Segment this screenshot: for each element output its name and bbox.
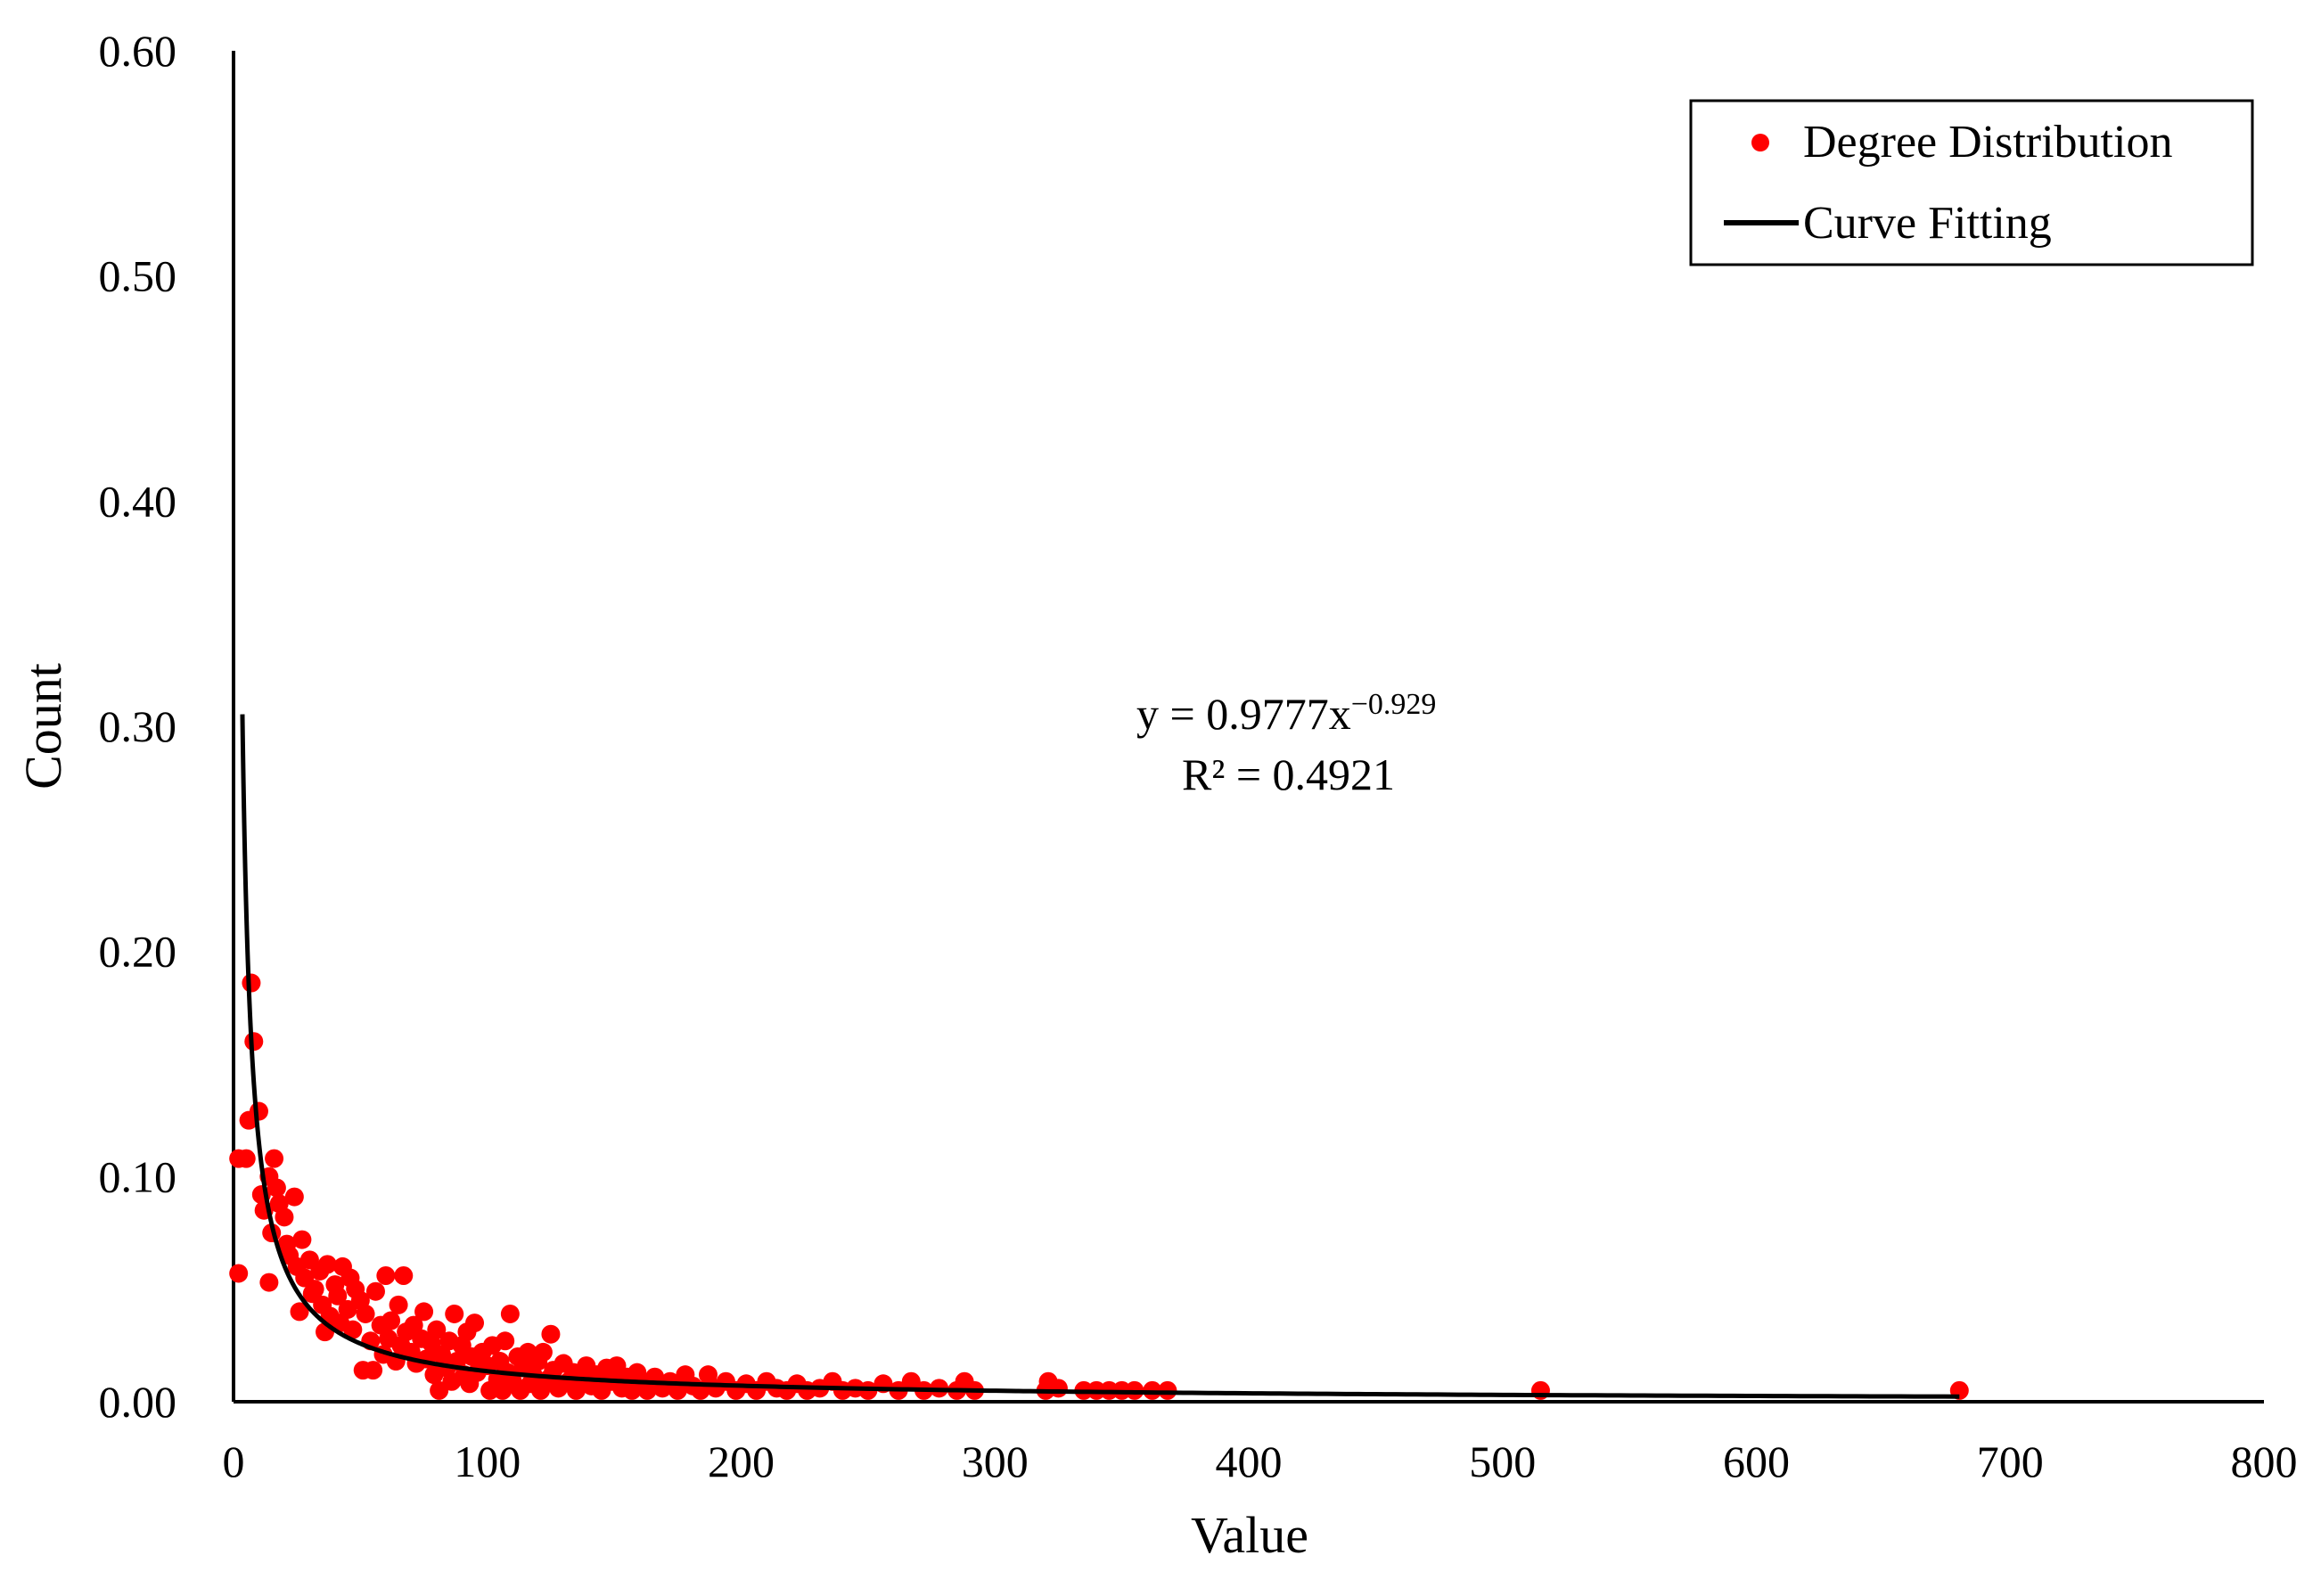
x-tick-label: 500 bbox=[1469, 1436, 1536, 1486]
fit-r-squared: R² = 0.4921 bbox=[1182, 749, 1395, 799]
curve-fitting-line bbox=[240, 714, 1960, 1399]
y-tick-label: 0.60 bbox=[99, 26, 177, 76]
x-tick-label: 800 bbox=[2231, 1436, 2298, 1486]
data-point bbox=[500, 1304, 520, 1323]
x-tick-label: 0 bbox=[223, 1436, 245, 1486]
data-point bbox=[343, 1320, 363, 1339]
data-point bbox=[242, 973, 261, 993]
data-point bbox=[381, 1311, 401, 1330]
data-point bbox=[389, 1295, 408, 1314]
data-point bbox=[364, 1361, 383, 1380]
x-tick-label: 100 bbox=[454, 1436, 521, 1486]
data-point bbox=[267, 1178, 286, 1198]
fit-equation-exponent: −0.929 bbox=[1351, 688, 1437, 721]
data-point bbox=[365, 1281, 385, 1301]
y-tick-label: 0.10 bbox=[99, 1151, 177, 1201]
data-point bbox=[533, 1342, 553, 1362]
data-point bbox=[305, 1280, 324, 1299]
data-point bbox=[284, 1187, 304, 1207]
x-tick-label: 300 bbox=[962, 1436, 1029, 1486]
data-point bbox=[229, 1264, 249, 1283]
x-axis-title: Value bbox=[1191, 1506, 1308, 1564]
legend: Degree Distribution Curve Fitting bbox=[1689, 99, 2254, 266]
x-tick-label: 600 bbox=[1723, 1436, 1790, 1486]
legend-box bbox=[1689, 99, 2254, 266]
x-tick-label: 400 bbox=[1216, 1436, 1283, 1486]
legend-marker-degree-distribution bbox=[1751, 134, 1769, 151]
x-tick-label: 200 bbox=[708, 1436, 775, 1486]
data-point bbox=[317, 1255, 337, 1274]
fit-equation-base: y = 0.9777x bbox=[1136, 689, 1351, 739]
data-point bbox=[394, 1266, 414, 1286]
data-point bbox=[236, 1149, 256, 1168]
data-point bbox=[1048, 1379, 1068, 1398]
data-point bbox=[356, 1304, 375, 1323]
data-point bbox=[249, 1101, 268, 1121]
data-point bbox=[328, 1286, 348, 1305]
data-point bbox=[376, 1266, 396, 1286]
data-point bbox=[265, 1149, 284, 1168]
x-tick-label: 700 bbox=[1977, 1436, 2044, 1486]
legend-label-degree-distribution: Degree Distribution bbox=[1803, 117, 2172, 168]
data-point bbox=[292, 1230, 312, 1249]
scatter-series bbox=[229, 973, 1969, 1400]
y-tick-label: 0.20 bbox=[99, 927, 177, 977]
data-point bbox=[496, 1331, 515, 1351]
legend-label-curve-fitting: Curve Fitting bbox=[1803, 198, 2052, 249]
y-tick-label: 0.50 bbox=[99, 251, 177, 301]
y-axis-title: Count bbox=[14, 663, 72, 790]
data-point bbox=[290, 1302, 309, 1322]
data-point bbox=[259, 1273, 279, 1292]
y-tick-labels: 0.00 0.10 0.20 0.30 0.40 0.50 0.60 bbox=[99, 26, 177, 1427]
fit-equation: y = 0.9777x−0.929 bbox=[1136, 688, 1436, 739]
y-tick-label: 0.00 bbox=[99, 1377, 177, 1427]
data-point bbox=[465, 1314, 485, 1333]
y-tick-label: 0.30 bbox=[99, 701, 177, 751]
data-point bbox=[275, 1207, 294, 1227]
x-tick-labels: 0 100 200 300 400 500 600 700 800 bbox=[223, 1436, 2298, 1486]
data-point bbox=[414, 1302, 434, 1322]
data-point bbox=[541, 1324, 561, 1344]
y-tick-label: 0.40 bbox=[99, 476, 177, 526]
data-point bbox=[445, 1304, 464, 1323]
data-point bbox=[427, 1320, 447, 1339]
